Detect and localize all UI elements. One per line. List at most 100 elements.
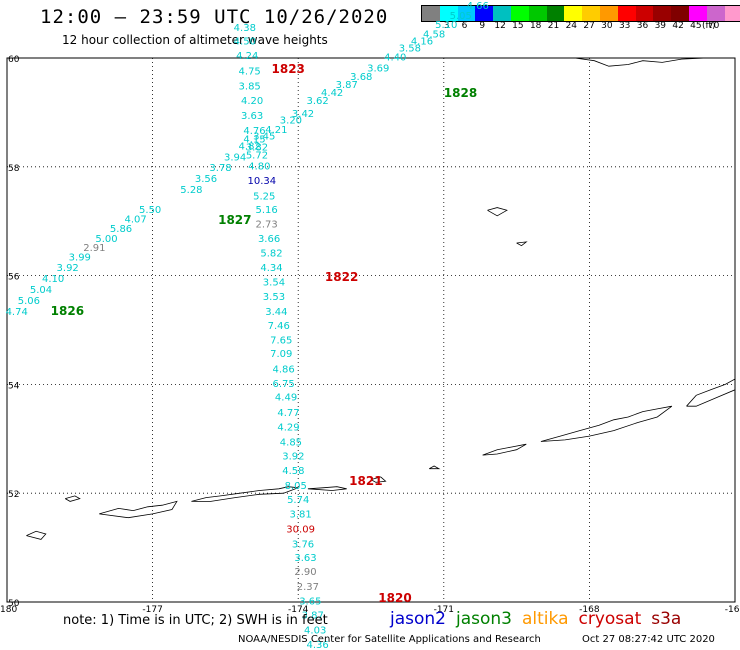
y-tick-label: 58 bbox=[8, 164, 20, 174]
swh-value: 4.76 bbox=[243, 126, 265, 137]
coastline bbox=[516, 241, 528, 247]
swh-value: 8.05 bbox=[285, 481, 307, 492]
legend-label: 42 bbox=[672, 21, 684, 31]
page-title: 12:00 – 23:59 UTC 10/26/2020 bbox=[40, 6, 389, 28]
swh-value: 5.16 bbox=[256, 205, 278, 216]
swh-value: 4.03 bbox=[304, 626, 326, 637]
coastline bbox=[686, 378, 736, 407]
y-tick-label: 50 bbox=[8, 599, 20, 609]
legend-label: 21 bbox=[547, 21, 560, 31]
coastline bbox=[540, 405, 673, 442]
track-time-label: 1826 bbox=[51, 304, 84, 318]
swh-value: 3.66 bbox=[258, 234, 280, 245]
swh-value: 4.75 bbox=[239, 66, 261, 77]
satellite-jason2: jason2 bbox=[390, 609, 446, 629]
y-tick-label: 54 bbox=[8, 381, 20, 391]
swh-value: 4.66 bbox=[467, 1, 489, 12]
map-frame bbox=[6, 57, 736, 603]
swh-value: 3.53 bbox=[263, 292, 285, 303]
swh-value: 30.09 bbox=[286, 524, 315, 535]
legend-swatch bbox=[688, 6, 707, 21]
x-tick-label: -168 bbox=[579, 605, 600, 615]
track-time-label: 1822 bbox=[325, 270, 358, 284]
swh-value: 7.65 bbox=[270, 336, 292, 347]
swh-value: 3.87 bbox=[336, 80, 358, 91]
swh-value: 2.90 bbox=[294, 567, 316, 578]
swh-value: 3.81 bbox=[289, 510, 311, 521]
swh-value: 4.50 bbox=[234, 36, 256, 47]
legend-label: 70 bbox=[707, 21, 720, 31]
swh-value: 4.10 bbox=[42, 274, 64, 285]
legend-swatch bbox=[599, 6, 618, 21]
swh-value: 3.45 bbox=[253, 132, 275, 143]
y-tick-label: 60 bbox=[8, 55, 20, 65]
footer-credit: NOAA/NESDIS Center for Satellite Applica… bbox=[238, 634, 541, 645]
swh-value: 2.37 bbox=[297, 582, 319, 593]
swh-value: 5.06 bbox=[18, 296, 40, 307]
swh-value: 3.87 bbox=[302, 610, 324, 621]
legend-swatch bbox=[493, 6, 511, 21]
swh-value: 2.91 bbox=[83, 243, 105, 254]
swh-value: 5.28 bbox=[180, 185, 202, 196]
legend-swatch bbox=[564, 6, 583, 21]
swh-value: 3.69 bbox=[367, 64, 389, 75]
x-tick-label: -180 bbox=[0, 605, 17, 615]
satellite-cryosat: cryosat bbox=[578, 609, 642, 629]
coastline bbox=[370, 476, 387, 483]
footer-timestamp: Oct 27 08:27:42 UTC 2020 bbox=[582, 634, 715, 645]
swh-value: 3.63 bbox=[241, 111, 263, 122]
legend-swatch bbox=[510, 6, 529, 21]
swh-value: 4.58 bbox=[282, 466, 304, 477]
swh-value: 3.78 bbox=[209, 163, 231, 174]
swh-value: 3.42 bbox=[292, 109, 314, 120]
legend-label: 30 bbox=[601, 21, 613, 31]
swh-value: 4.38 bbox=[234, 23, 256, 34]
swh-value: 7.09 bbox=[270, 349, 292, 360]
swh-value: 3.92 bbox=[282, 451, 304, 462]
satellite-jason3: jason3 bbox=[456, 609, 512, 629]
swh-value: 3.76 bbox=[292, 540, 314, 551]
swh-value: 3.85 bbox=[239, 82, 261, 93]
track-time-label: 1821 bbox=[349, 474, 382, 488]
legend-swatch bbox=[617, 6, 636, 21]
legend-swatch bbox=[582, 6, 600, 21]
x-tick-label: -177 bbox=[142, 605, 162, 615]
legend-label: 6 bbox=[461, 21, 468, 31]
swh-value: 5.05 bbox=[450, 11, 472, 22]
swh-value: 3.54 bbox=[263, 277, 285, 288]
legend-swatch bbox=[546, 6, 565, 21]
swh-value: 4.80 bbox=[248, 162, 270, 173]
track-time-label: 1828 bbox=[444, 86, 477, 100]
legend-label: 15 bbox=[512, 21, 524, 31]
track-time-label: 1827 bbox=[218, 213, 251, 227]
legend-swatch bbox=[457, 6, 476, 21]
swh-value: 4.85 bbox=[280, 437, 302, 448]
legend-label: 9 bbox=[479, 21, 486, 31]
legend-label: 36 bbox=[636, 21, 649, 31]
legend-swatch bbox=[653, 6, 672, 21]
coastline bbox=[487, 207, 508, 217]
legend-swatch bbox=[706, 6, 725, 21]
coastline bbox=[26, 530, 47, 540]
satellite-legend: jason2 jason3 altika cryosat s3a bbox=[390, 609, 691, 629]
swh-value: 5.86 bbox=[110, 224, 132, 235]
swh-value: 3.82 bbox=[246, 142, 268, 153]
legend-swatch bbox=[439, 6, 458, 21]
legend-label: 45 bbox=[690, 21, 702, 31]
swh-value: 3.20 bbox=[280, 115, 302, 126]
swh-value: 4.24 bbox=[236, 51, 258, 62]
coastline bbox=[482, 443, 527, 456]
footer-note: note: 1) Time is in UTC; 2) SWH is in fe… bbox=[63, 613, 328, 628]
legend-label: 3 bbox=[443, 21, 450, 31]
coastline bbox=[574, 57, 706, 67]
satellite-s3a: s3a bbox=[651, 609, 682, 629]
swh-value: 4.29 bbox=[277, 423, 299, 434]
swh-value: 5.10 bbox=[435, 20, 457, 31]
swh-value: 3.99 bbox=[69, 252, 91, 263]
swh-value: 4.77 bbox=[277, 408, 299, 419]
swh-value: 3.44 bbox=[265, 307, 287, 318]
swh-value: 4.82 bbox=[239, 141, 261, 152]
swh-value: 5.74 bbox=[287, 495, 309, 506]
coastline bbox=[307, 486, 347, 491]
swh-value: 4.15 bbox=[243, 134, 265, 145]
